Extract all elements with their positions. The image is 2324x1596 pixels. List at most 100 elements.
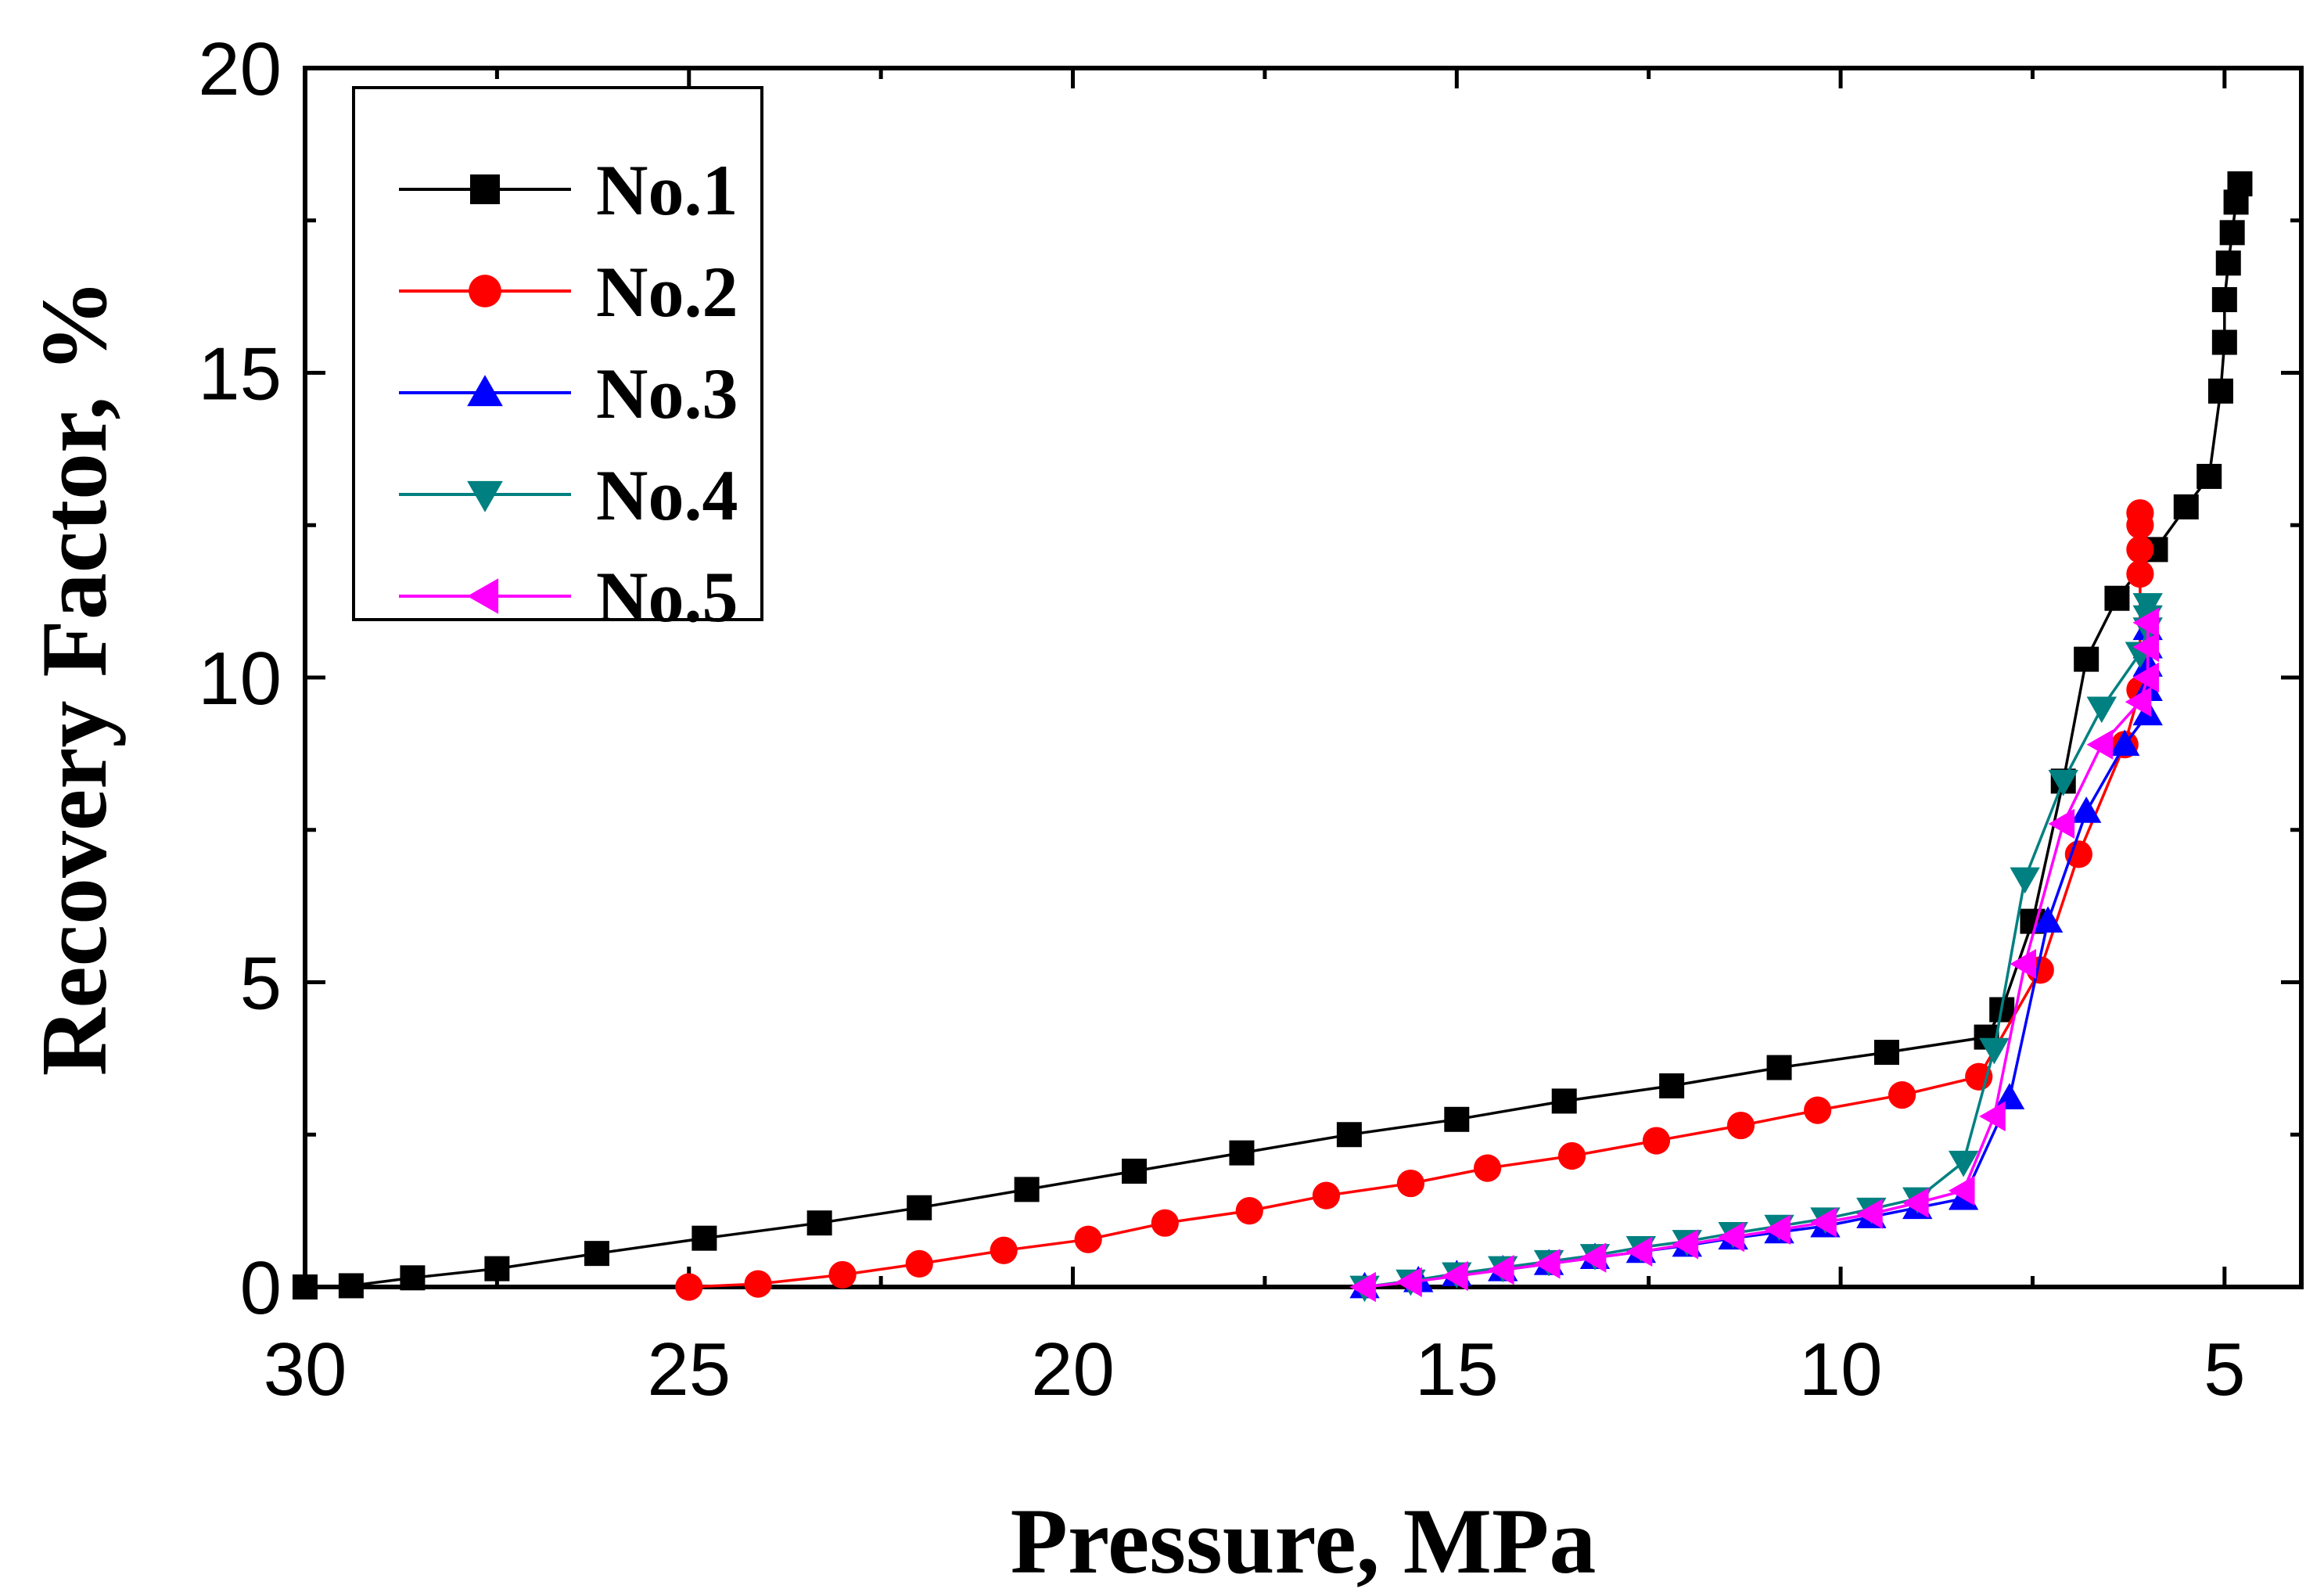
data-point — [1994, 1083, 2025, 1109]
data-point — [1766, 1055, 1792, 1080]
series-layer — [293, 171, 2253, 1303]
data-point — [1473, 1154, 1502, 1182]
data-point — [1444, 1106, 1470, 1132]
data-point — [1235, 1197, 1263, 1225]
data-point — [2227, 171, 2253, 197]
data-point — [1902, 1188, 1929, 1218]
data-point — [1557, 1141, 1586, 1170]
data-point — [2086, 696, 2117, 724]
legend-item: No.1 — [399, 150, 738, 230]
legend-marker — [467, 578, 499, 614]
data-point — [2219, 220, 2245, 246]
data-point — [1395, 1267, 1422, 1297]
data-point — [338, 1273, 364, 1299]
data-point — [400, 1265, 426, 1291]
data-point — [675, 1273, 703, 1301]
series-line — [1364, 622, 2150, 1289]
data-point — [2104, 585, 2130, 611]
data-point — [2132, 593, 2163, 620]
y-axis-title: Recovery Factor, % — [22, 279, 126, 1076]
data-point — [2211, 329, 2237, 355]
x-tick-label: 25 — [647, 1328, 731, 1411]
y-tick-label: 5 — [240, 942, 282, 1026]
data-point — [2207, 378, 2233, 404]
y-tick-label: 0 — [240, 1246, 282, 1330]
data-point — [2126, 499, 2154, 527]
data-point — [1533, 1249, 1561, 1279]
legend-marker — [467, 480, 503, 512]
data-point — [2010, 948, 2037, 980]
x-tick-label: 20 — [1031, 1328, 1115, 1411]
data-point — [2126, 535, 2154, 564]
data-point — [2132, 607, 2160, 638]
data-point — [2086, 729, 2114, 760]
data-point — [2064, 840, 2092, 868]
data-point — [1312, 1181, 1341, 1210]
x-tick-label: 30 — [264, 1328, 347, 1411]
legend-marker — [470, 174, 500, 204]
data-point — [828, 1260, 857, 1289]
data-point — [1336, 1122, 1362, 1148]
data-point — [1726, 1111, 1755, 1140]
data-point — [1642, 1127, 1671, 1155]
data-point — [905, 1249, 933, 1278]
data-point — [1810, 1207, 1837, 1238]
y-tick-label: 20 — [198, 27, 282, 111]
data-point — [1014, 1177, 1040, 1202]
data-point — [1888, 1081, 1916, 1109]
data-point — [2125, 686, 2152, 717]
data-point — [1229, 1140, 1255, 1166]
data-point — [1659, 1073, 1685, 1098]
data-point — [2215, 250, 2241, 276]
data-point — [1979, 1037, 2010, 1065]
legend-label: No.2 — [596, 252, 738, 332]
data-point — [2074, 646, 2100, 672]
data-point — [2173, 494, 2199, 519]
data-point — [1074, 1225, 1102, 1253]
data-point — [1349, 1271, 1376, 1303]
data-point — [1948, 1150, 1979, 1177]
x-tick-label: 10 — [1799, 1328, 1883, 1411]
legend-marker — [467, 375, 503, 407]
series-2 — [675, 499, 2154, 1301]
data-point — [1856, 1199, 1883, 1229]
data-point — [2132, 662, 2160, 693]
series-5 — [1349, 607, 2160, 1303]
data-point — [1979, 1101, 2006, 1132]
legend-item: No.3 — [399, 354, 738, 433]
y-tick-label: 15 — [198, 332, 282, 416]
x-tick-label: 15 — [1415, 1328, 1499, 1411]
data-point — [1396, 1169, 1425, 1198]
data-point — [2010, 867, 2040, 894]
series-line — [1364, 604, 2150, 1289]
data-point — [2071, 796, 2102, 823]
series-4 — [1349, 593, 2163, 1303]
data-point — [744, 1270, 772, 1298]
data-point — [293, 1274, 318, 1299]
data-point — [2048, 770, 2078, 796]
data-point — [907, 1195, 932, 1220]
x-axis-title: Pressure, MPa — [1011, 1489, 1597, 1593]
legend-box — [352, 86, 763, 621]
data-point — [2126, 559, 2154, 588]
data-point — [1625, 1236, 1653, 1267]
data-point — [484, 1256, 510, 1281]
x-tick-label: 5 — [2204, 1328, 2245, 1411]
axis-tick-labels: 30 25 20 15 10 5 0 5 10 15 20 — [198, 27, 2245, 1411]
data-point — [2132, 631, 2160, 663]
data-point — [1948, 1175, 1975, 1206]
legend: No.1 No.2 No.3 No.4 No.5 — [352, 86, 763, 637]
legend-label: No.5 — [596, 557, 738, 637]
data-point — [2211, 287, 2237, 313]
data-point — [1442, 1260, 1468, 1292]
data-point — [2110, 729, 2140, 757]
legend-items: No.1 No.2 No.3 No.4 No.5 — [399, 150, 738, 637]
data-point — [1804, 1096, 1832, 1124]
data-point — [1122, 1158, 1148, 1184]
data-point — [1151, 1209, 1179, 1237]
data-point — [1873, 1040, 1899, 1066]
y-tick-label: 10 — [198, 637, 282, 721]
legend-marker — [469, 275, 501, 307]
legend-item: No.4 — [399, 455, 738, 535]
data-point — [1488, 1254, 1514, 1285]
